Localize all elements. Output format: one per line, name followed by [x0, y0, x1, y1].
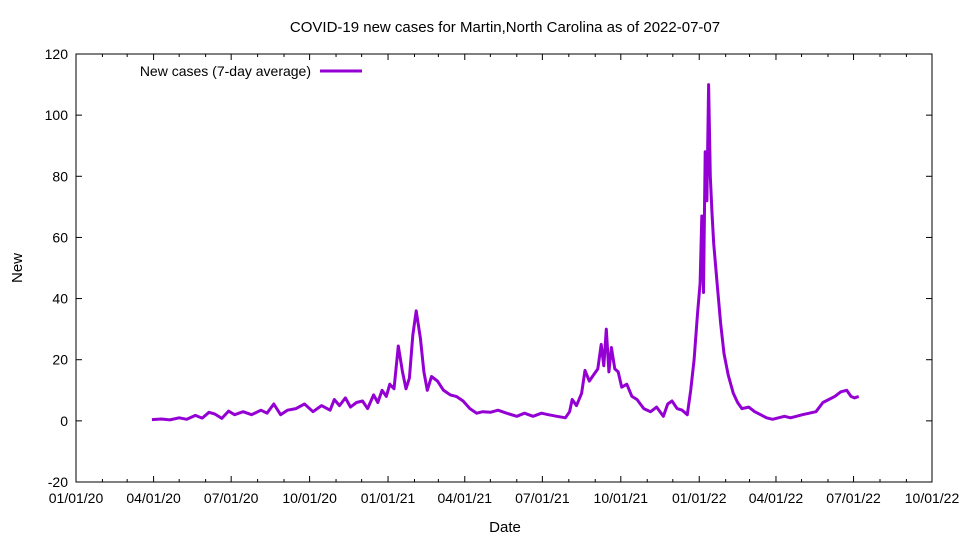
plot-frame — [75, 53, 933, 483]
y-tick-label: 120 — [45, 46, 69, 62]
y-tick-label: 0 — [60, 413, 68, 429]
x-tick-label: 04/01/21 — [438, 490, 493, 506]
x-tick-label: 07/01/20 — [204, 490, 259, 506]
y-axis-label: New — [9, 253, 26, 283]
y-tick-label: 100 — [45, 107, 69, 123]
y-tick-label: 40 — [52, 291, 68, 307]
x-tick-label: 04/01/20 — [126, 490, 181, 506]
series-line-0 — [151, 83, 860, 422]
y-tick-label: 20 — [52, 352, 68, 368]
x-tick-label: 04/01/22 — [749, 490, 804, 506]
x-tick-label: 07/01/22 — [826, 490, 881, 506]
chart-title: COVID-19 new cases for Martin,North Caro… — [290, 19, 720, 36]
x-tick-label: 07/01/21 — [515, 490, 570, 506]
y-tick-label: 80 — [52, 168, 68, 184]
y-tick-label: -20 — [48, 474, 68, 490]
x-axis-label: Date — [489, 519, 521, 536]
plot-area: -20 0 20 40 60 80 100 120 01/01/20 04/01/20 07/01/… — [45, 46, 960, 506]
x-tick-label: 10/01/21 — [594, 490, 649, 506]
y-tick-label: 60 — [52, 229, 68, 245]
legend-label: New cases (7-day average) — [140, 63, 311, 79]
x-tick-label: 01/01/21 — [361, 490, 416, 506]
x-tick-label: 10/01/20 — [282, 490, 337, 506]
x-tick-label: 01/01/20 — [49, 490, 104, 506]
x-tick-label: 01/01/22 — [672, 490, 727, 506]
x-tick-label: 10/01/22 — [905, 490, 960, 506]
